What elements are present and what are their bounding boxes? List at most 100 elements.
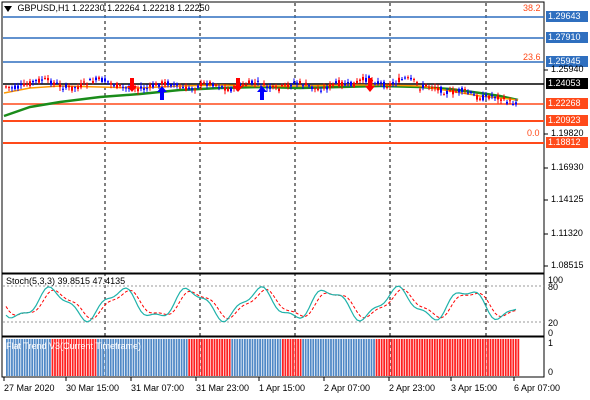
price-tick-label: 1.19820 xyxy=(551,128,584,138)
candle-body xyxy=(122,86,124,88)
flat-trend-bar xyxy=(241,339,244,376)
candle-body xyxy=(320,90,322,92)
flat-trend-bar xyxy=(254,339,256,376)
fib-label: 0.0 xyxy=(527,128,540,138)
flat-trend-bar xyxy=(408,339,411,376)
flat-trend-bar xyxy=(269,339,272,376)
level-price-tag: 1.29643 xyxy=(546,11,588,22)
level-price-tag: 1.18812 xyxy=(546,137,588,148)
time-axis-label: 6 Apr 07:00 xyxy=(514,383,561,393)
candle-body xyxy=(482,94,484,101)
candle-body xyxy=(26,84,28,86)
flat-trend-bar xyxy=(312,339,315,376)
candle-body xyxy=(80,83,82,88)
flat-trend-bar xyxy=(92,339,94,376)
stoch-main-line xyxy=(5,285,517,323)
candle-body xyxy=(92,81,94,83)
flat-trend-bar xyxy=(190,339,193,376)
candle-body xyxy=(281,85,283,87)
buy-arrow-icon xyxy=(257,86,267,100)
flat-trend-bar xyxy=(165,339,168,376)
flat-trend-bar xyxy=(471,339,474,376)
candle-body xyxy=(152,84,154,88)
candle-body xyxy=(50,80,52,85)
candle-body xyxy=(479,98,481,100)
candle-body xyxy=(137,88,139,92)
flat-trend-bar xyxy=(319,339,322,376)
ohlc-values: 1.22230 1.22264 1.22218 1.22250 xyxy=(72,3,210,13)
flat-trend-bar xyxy=(87,339,89,376)
flat-trend-bar xyxy=(330,339,332,376)
candle-body xyxy=(467,92,469,94)
price-tick-label: 1.14125 xyxy=(551,194,584,204)
symbol-header[interactable]: GBPUSD,H1 1.22230 1.22264 1.22218 1.2225… xyxy=(4,3,210,13)
flat-trend-bar xyxy=(368,339,370,376)
candle-body xyxy=(68,86,70,88)
flat-trend-bar xyxy=(135,339,137,376)
flat-trend-bar xyxy=(487,339,489,376)
candle-body xyxy=(374,83,376,85)
price-tick-label: 1.11320 xyxy=(551,228,583,238)
flat-trend-bar xyxy=(244,339,246,376)
candle-body xyxy=(503,97,505,100)
candle-body xyxy=(509,100,511,102)
flat-trend-bar xyxy=(398,339,401,376)
flat-axis-label: 1 xyxy=(548,338,554,348)
flat-trend-bar xyxy=(355,339,358,376)
candle-body xyxy=(431,87,433,89)
level-price-tag: 1.27910 xyxy=(546,32,588,43)
candle-body xyxy=(71,86,73,91)
flat-trend-bar xyxy=(238,339,241,376)
candle-body xyxy=(485,94,487,97)
flat-trend-bar xyxy=(335,339,337,376)
sell-arrow-icon xyxy=(127,78,137,92)
flat-trend-bar xyxy=(380,339,383,376)
candle-body xyxy=(89,79,91,81)
candle-body xyxy=(392,82,394,84)
flat-trend-bar xyxy=(413,339,416,376)
flat-trend-bar xyxy=(79,339,82,376)
candle-body xyxy=(494,97,496,99)
flat-trend-bar xyxy=(66,339,69,376)
candle-body xyxy=(440,86,442,93)
flat-trend-bar xyxy=(155,339,158,376)
flat-trend-bar xyxy=(514,339,517,376)
candle-body xyxy=(140,86,142,89)
main-pane[interactable] xyxy=(1,1,545,274)
flat-trend-bar xyxy=(350,339,353,376)
candle-body xyxy=(446,90,448,95)
candle-body xyxy=(8,87,10,89)
candle-body xyxy=(401,79,403,81)
flat-trend-bar xyxy=(59,339,61,376)
buy-arrow-icon xyxy=(157,86,167,100)
vertical-grid xyxy=(104,3,487,376)
candle-body xyxy=(251,80,253,84)
flat-trend-bar xyxy=(370,339,373,376)
flat-trend-bar xyxy=(147,339,150,376)
flat-trend-bar xyxy=(69,339,72,376)
candle-body xyxy=(200,82,202,87)
flat-trend-bar xyxy=(223,339,226,376)
candle-body xyxy=(266,86,268,89)
stochastic-pane[interactable] xyxy=(1,273,545,337)
flat-trend-bar xyxy=(259,339,261,376)
flat-trend-bar xyxy=(211,339,213,376)
flat-trend-bar xyxy=(46,339,49,376)
flat-trend-bar xyxy=(49,339,51,376)
flat-trend-bar xyxy=(406,339,408,376)
level-price-tag: 1.25945 xyxy=(546,56,588,67)
candle-body xyxy=(362,77,364,81)
flat-trend-bar xyxy=(13,339,16,376)
flat-trend-bar xyxy=(137,339,140,376)
candle-body xyxy=(11,87,13,89)
flat-trend-bar xyxy=(271,339,274,376)
candle-body xyxy=(29,81,31,87)
flat-trend-bar xyxy=(509,339,512,376)
chevron-down-icon[interactable] xyxy=(4,5,12,12)
candle-body xyxy=(20,84,22,86)
flat-trend-bar xyxy=(482,339,484,376)
stoch-axis-label: 20 xyxy=(548,318,559,328)
flat-trend-bar xyxy=(340,339,342,376)
candle-body xyxy=(365,77,367,82)
